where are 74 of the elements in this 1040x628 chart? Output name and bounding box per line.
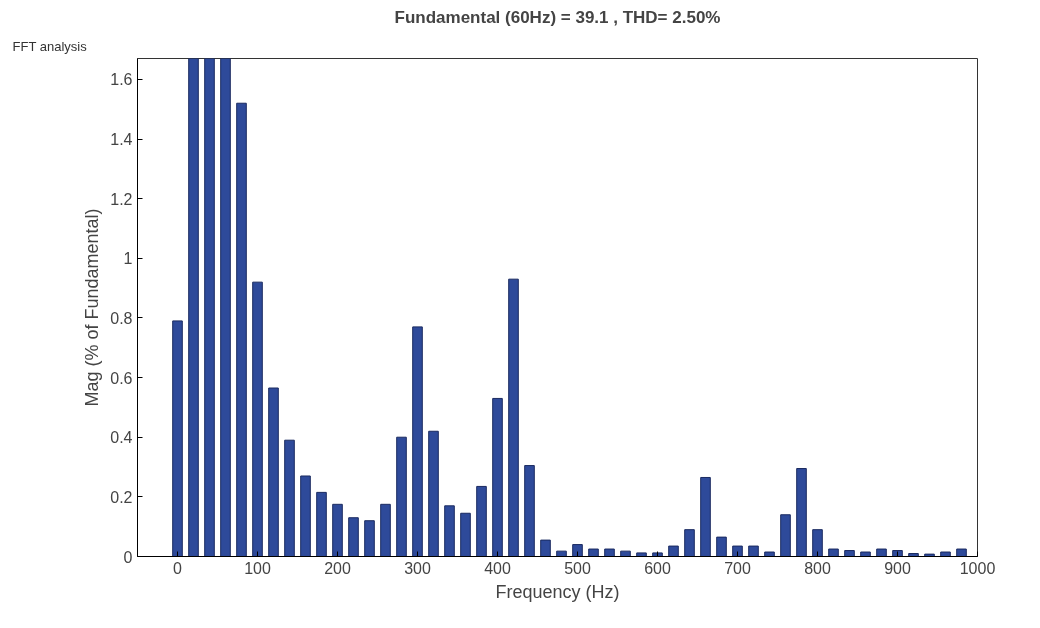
bar bbox=[844, 550, 855, 557]
bar bbox=[588, 548, 599, 557]
bar bbox=[540, 539, 551, 557]
bar bbox=[492, 397, 503, 557]
x-tick-label: 300 bbox=[404, 559, 431, 577]
bar bbox=[892, 550, 903, 557]
bar bbox=[476, 485, 487, 557]
bar bbox=[604, 548, 615, 557]
y-tick-label: 0.4 bbox=[110, 429, 133, 447]
bar bbox=[924, 553, 935, 557]
x-tick-label: 200 bbox=[324, 559, 351, 577]
x-tick-label: 0 bbox=[173, 559, 183, 577]
bar bbox=[412, 326, 423, 557]
bar bbox=[524, 465, 535, 557]
bar bbox=[444, 505, 455, 557]
bar bbox=[236, 102, 247, 557]
bar bbox=[380, 503, 391, 557]
bar bbox=[620, 550, 631, 557]
bar bbox=[252, 281, 263, 557]
bar bbox=[956, 548, 967, 557]
bar bbox=[348, 517, 359, 557]
x-tick-label: 800 bbox=[804, 559, 831, 577]
bar bbox=[572, 544, 583, 557]
bar bbox=[364, 520, 375, 557]
bar bbox=[220, 58, 231, 557]
x-tick-label: 400 bbox=[484, 559, 511, 577]
bar bbox=[876, 548, 887, 557]
bar bbox=[316, 491, 327, 557]
bar bbox=[172, 320, 183, 557]
bar bbox=[204, 58, 215, 557]
bar bbox=[652, 552, 663, 557]
x-axis-title: Frequency (Hz) bbox=[495, 581, 620, 602]
y-tick-label: 1.6 bbox=[110, 71, 133, 89]
bar bbox=[940, 551, 951, 557]
bar bbox=[732, 545, 743, 557]
x-tick-label: 700 bbox=[724, 559, 751, 577]
x-tick-label: 500 bbox=[564, 559, 591, 577]
y-tick-label: 1.4 bbox=[110, 131, 133, 149]
bar bbox=[332, 503, 343, 557]
y-tick-label: 0.8 bbox=[110, 309, 133, 327]
bar bbox=[860, 551, 871, 557]
bar bbox=[396, 436, 407, 557]
bar bbox=[716, 536, 727, 557]
bar bbox=[908, 553, 919, 557]
y-tick-label: 0.6 bbox=[110, 369, 133, 387]
bar bbox=[284, 439, 295, 557]
bar bbox=[636, 552, 647, 557]
text: FFT analysis bbox=[12, 38, 88, 54]
x-tick-label: 900 bbox=[884, 559, 911, 577]
bar bbox=[300, 475, 311, 557]
y-axis-title: Mag (% of Fundamental) bbox=[82, 208, 103, 407]
y-tick-label: 0 bbox=[123, 548, 133, 566]
x-tick-label: 600 bbox=[644, 559, 671, 577]
bar bbox=[508, 278, 519, 557]
bar bbox=[188, 58, 199, 557]
bar bbox=[700, 476, 711, 557]
bar bbox=[796, 468, 807, 557]
bar bbox=[780, 514, 791, 557]
bar bbox=[268, 387, 279, 557]
y-tick-label: 1 bbox=[123, 250, 133, 268]
y-tick-label: 1.2 bbox=[110, 190, 133, 208]
bar bbox=[556, 550, 567, 557]
bar bbox=[828, 548, 839, 557]
bar bbox=[812, 529, 823, 557]
bar bbox=[748, 545, 759, 557]
x-tick-label: 100 bbox=[244, 559, 271, 577]
bar bbox=[764, 551, 775, 557]
chart-title: Fundamental (60Hz) = 39.1 , THD= 2.50% bbox=[394, 7, 721, 27]
bar bbox=[668, 545, 679, 557]
bar bbox=[684, 529, 695, 557]
y-tick-label: 0.2 bbox=[110, 488, 133, 506]
bar bbox=[460, 512, 471, 557]
x-tick-label: 1000 bbox=[959, 559, 996, 577]
bar bbox=[428, 430, 439, 557]
